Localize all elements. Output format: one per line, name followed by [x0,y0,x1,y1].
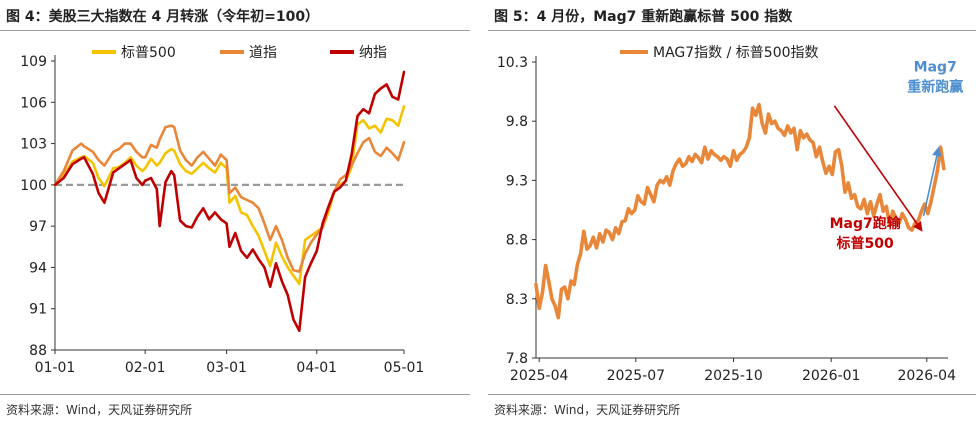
y-tick-label: 91 [29,302,47,318]
annotation-arrow-0 [833,105,923,232]
x-tick-label: 2025-04 [510,368,569,384]
series-line-0 [534,102,946,320]
y-tick-label: 100 [20,178,47,194]
left-line-chart: 88 91 94 97 100 103 106 109 01-01 02-01 03-01 04-01… [20,45,425,376]
x-tick-label: 2026-01 [802,368,861,384]
legend-label: 道指 [249,45,277,61]
y-tick-label: 8.8 [506,233,528,249]
x-tick-label: 05-01 [384,360,425,376]
right-figure-title: 图 5：4 月份，Mag7 重新跑赢标普 500 指数 [494,9,793,25]
left-source-note: 资料来源：Wind，天风证券研究所 [6,403,193,417]
x-tick-label: 2026-04 [898,368,957,384]
legend-label: 纳指 [359,45,387,61]
y-tick-label: 106 [20,95,47,111]
y-tick-label: 9.8 [506,114,528,130]
annotation-text-0: Mag7跑输 [830,215,902,232]
annotation-arrow-1 [922,146,942,217]
x-tick-label: 03-01 [206,360,247,376]
left-title-rule [0,30,470,31]
y-tick-label: 10.3 [497,55,528,71]
annotation-text-0: 标普500 [836,235,894,252]
annotation-text-1: Mag7 [914,59,957,75]
x-tick-label: 01-01 [35,360,76,376]
y-tick-label: 88 [29,343,47,359]
y-tick-label: 8.3 [506,292,528,308]
x-tick-label: 02-01 [125,360,166,376]
series-line-2 [53,70,406,332]
right-source-note: 资料来源：Wind，天风证券研究所 [494,403,681,417]
x-tick-label: 2025-07 [607,368,666,384]
left-figure-panel: 图 4：美股三大指数在 4 月转涨（令年初=100） 88 91 94 97 100 10… [0,0,470,430]
x-tick-label: 04-01 [296,360,337,376]
annotation-text-1: 重新跑赢 [907,78,963,95]
y-tick-label: 103 [20,137,47,153]
y-tick-label: 97 [29,219,47,235]
y-tick-label: 109 [20,54,47,70]
legend-label: 标普500 [121,45,176,61]
y-tick-label: 94 [29,260,47,276]
left-figure-title: 图 4：美股三大指数在 4 月转涨（令年初=100） [6,9,320,25]
y-tick-label: 9.3 [506,173,528,189]
right-source-rule [488,394,976,395]
left-source-rule [0,394,470,395]
right-line-chart: 7.8 8.3 8.8 9.3 9.8 10.3 2025-04 2025-07 2025-10… [497,45,963,384]
right-title-rule [488,30,976,31]
legend-label: MAG7指数 / 标普500指数 [653,45,819,61]
x-tick-label: 2025-10 [704,368,763,384]
y-tick-label: 7.8 [506,351,528,367]
right-figure-panel: 图 5：4 月份，Mag7 重新跑赢标普 500 指数 7.8 8.3 8.8 9.3… [488,0,976,430]
